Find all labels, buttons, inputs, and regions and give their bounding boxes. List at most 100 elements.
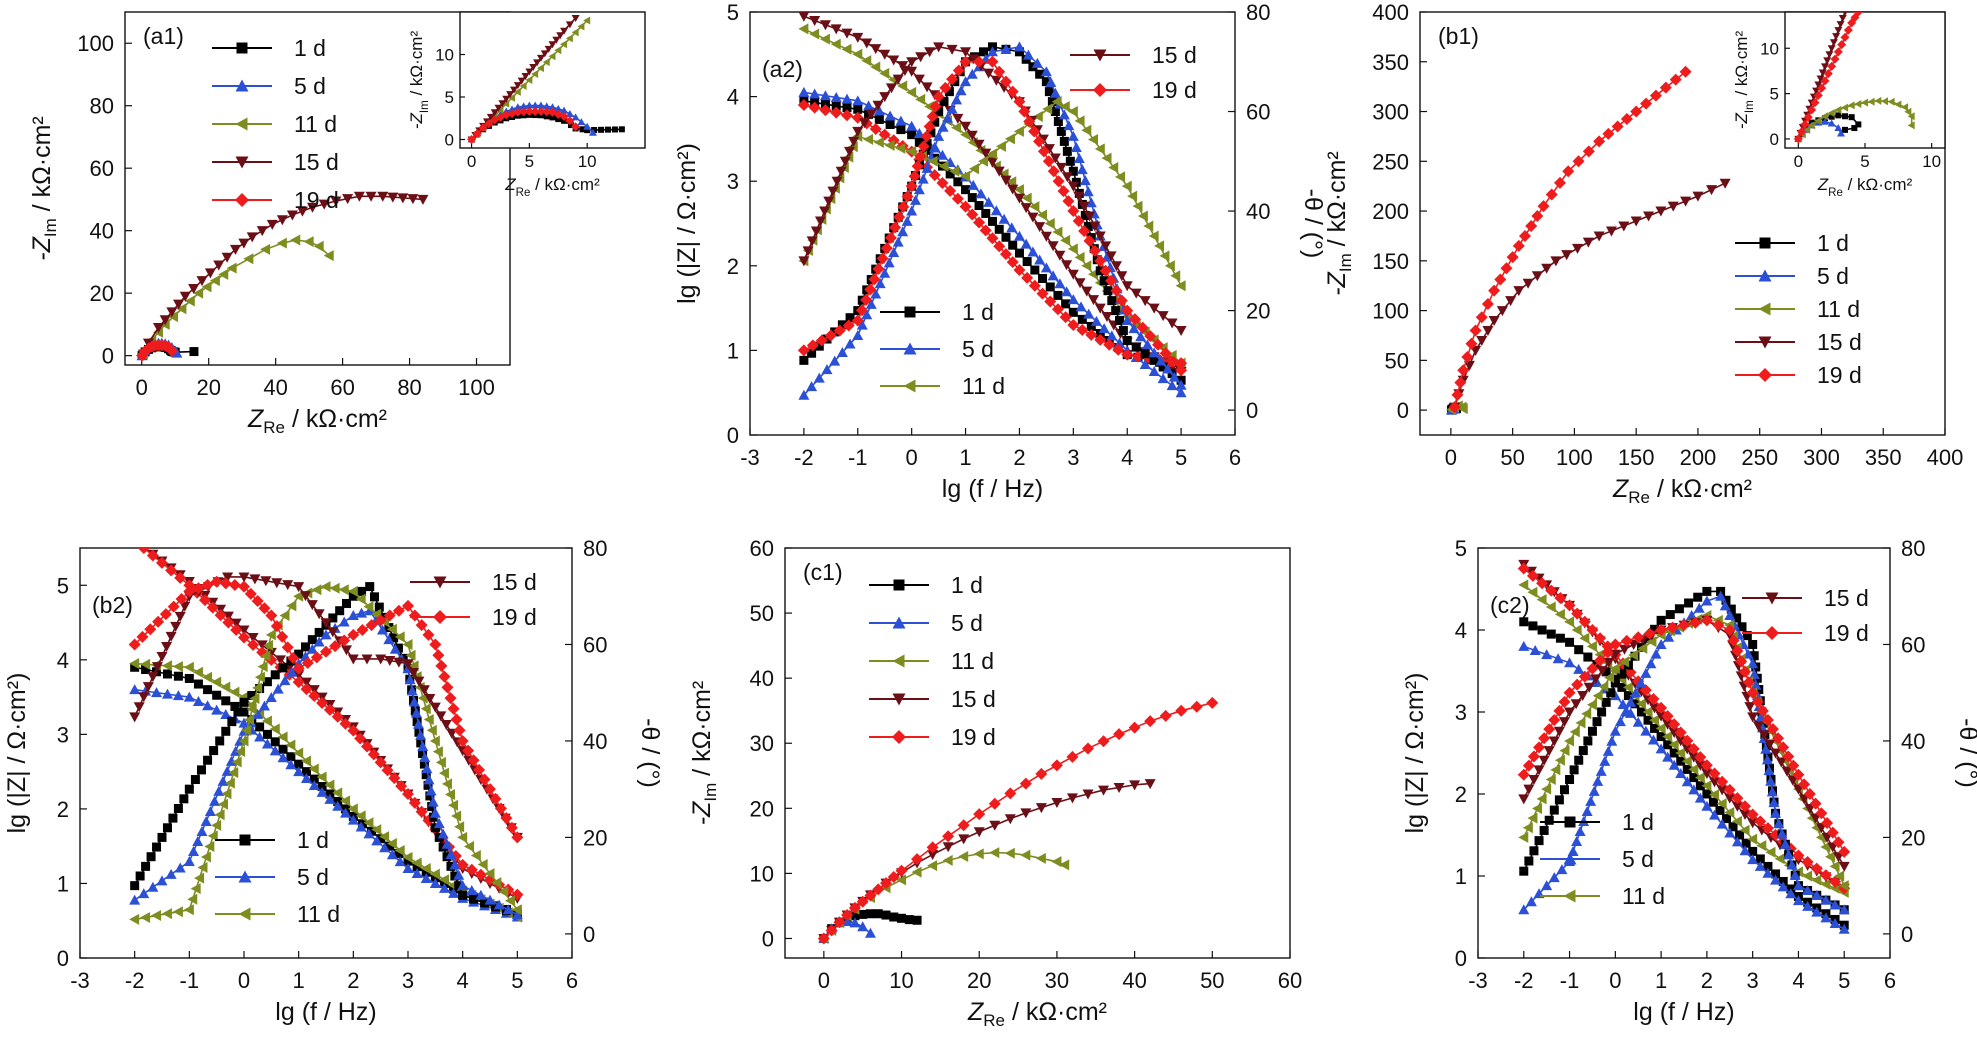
modulus-series-15d-point (256, 640, 268, 651)
modulus-series-11d-point (1013, 184, 1024, 196)
modulus-series-11d-point (852, 48, 863, 60)
series-11d-point (184, 295, 195, 307)
phase-series-11d-point (1088, 134, 1099, 146)
inset-series-1d-point (611, 126, 618, 133)
modulus-series-19d-line (1523, 567, 1845, 889)
modulus-series-5d-point (1770, 874, 1782, 885)
series-11d-point (201, 281, 212, 293)
y2-tick-label: 20 (1246, 299, 1270, 324)
y2-axis-label: -θ / (°) (1954, 718, 1977, 788)
phase-series-1d-point (1041, 77, 1051, 87)
phase-series-19d-point (338, 634, 351, 647)
phase-series-5d-point (870, 288, 882, 299)
phase-series-5d-point (813, 372, 825, 383)
phase-series-19d-point (1832, 836, 1845, 849)
series-11d-point (313, 240, 324, 252)
modulus-series-11d-point (879, 67, 890, 79)
modulus-series-19d-point (388, 772, 401, 785)
phase-series-19d-point (1689, 616, 1702, 629)
modulus-series-11d-point (192, 666, 203, 678)
phase-series-1d-point (1674, 604, 1684, 614)
modulus-series-5d-point (1792, 895, 1804, 906)
modulus-series-15d-point (1054, 250, 1066, 261)
modulus-series-5d-point (1040, 262, 1052, 273)
modulus-series-5d-point (1739, 845, 1751, 856)
series-19d-point (1554, 176, 1566, 189)
modulus-series-15d-point (300, 677, 312, 688)
phase-series-19d-point (1777, 741, 1790, 754)
inset-series-19d-point (472, 129, 482, 139)
modulus-series-11d-point (1649, 714, 1660, 726)
phase-series-5d-point (1820, 894, 1832, 905)
legend-marker (236, 42, 248, 54)
y-tick-label: 30 (750, 731, 774, 756)
phase-series-19d-point (855, 304, 868, 317)
modulus-series-19d-point (1810, 862, 1823, 875)
inset-series-11d-point (513, 87, 521, 96)
modulus-series-19d-point (830, 106, 843, 119)
y-tick-label: 2 (727, 254, 739, 279)
phase-series-5d-point (1031, 57, 1043, 68)
phase-series-1d-point (1749, 651, 1759, 661)
modulus-series-5d-point (1709, 809, 1721, 820)
phase-series-11d-point (1522, 822, 1533, 834)
modulus-series-5d-point (1640, 725, 1652, 736)
phase-series-5d-point (917, 173, 929, 184)
phase-series-19d-point (192, 582, 205, 595)
modulus-series-1d-point (1735, 830, 1745, 840)
phase-series-11d-point (1170, 270, 1181, 282)
series-19d-point (1082, 742, 1094, 755)
x-tick-label: 3 (402, 968, 414, 993)
phase-series-1d-point (845, 313, 855, 323)
phase-series-19d-point (911, 160, 924, 173)
inset-series-11d-point (542, 58, 550, 67)
phase-series-5d-point (1760, 743, 1772, 754)
series-19d-point (1562, 165, 1575, 178)
phase-series-1d-point (1083, 222, 1093, 232)
phase-series-11d-point (1132, 200, 1143, 212)
series-15d-point (342, 194, 354, 205)
legend-marker (1765, 592, 1779, 605)
phase-series-11d-point (1628, 649, 1639, 661)
modulus-series-5d-point (852, 95, 864, 106)
modulus-series-19d-point (1036, 287, 1049, 300)
series-11d-point (1020, 849, 1031, 861)
x-tick-label: 6 (566, 968, 578, 993)
series-19d-point (165, 344, 178, 357)
phase-series-5d-point (1645, 658, 1657, 669)
phase-series-19d-point (1594, 654, 1607, 667)
modulus-series-11d-point (1688, 763, 1699, 775)
modulus-series-19d-point (1044, 295, 1057, 308)
modulus-series-5d-point (1552, 653, 1564, 664)
phase-series-19d-point (1527, 750, 1540, 763)
phase-series-15d-point (300, 591, 311, 602)
modulus-series-5d-point (1802, 900, 1814, 911)
modulus-series-15d-point (1013, 193, 1025, 204)
modulus-series-5d-point (386, 849, 398, 860)
modulus-series-15d-point (1739, 810, 1751, 820)
phase-series-19d-point (1821, 816, 1834, 829)
phase-series-19d-point (432, 649, 445, 662)
series-19d-point (1465, 337, 1478, 350)
modulus-series-19d-point (841, 109, 853, 122)
modulus-series-1d-point (239, 707, 249, 717)
phase-series-15d-point (1043, 144, 1055, 155)
modulus-series-15d-point (1047, 241, 1059, 252)
phase-series-11d-point (1121, 180, 1132, 192)
inset-series-15d-point (513, 82, 522, 90)
y2-tick-label: 20 (583, 825, 607, 850)
phase-series-19d-point (1798, 778, 1811, 791)
phase-series-19d-point (1128, 313, 1141, 326)
phase-series-5d-point (445, 849, 457, 860)
phase-series-15d-point (814, 216, 826, 227)
inset-series-19d-point (1800, 119, 1810, 129)
modulus-series-11d-point (1088, 268, 1099, 280)
phase-series-5d-point (1602, 745, 1614, 756)
phase-series-15d-point (1518, 794, 1530, 805)
modulus-series-19d-point (1687, 742, 1700, 755)
phase-series-11d-point (445, 789, 456, 801)
x-tick-label: 150 (1618, 445, 1655, 470)
modulus-series-19d-point (1103, 338, 1116, 351)
x-tick-label: 250 (1741, 445, 1778, 470)
phase-series-5d-point (1128, 323, 1140, 334)
